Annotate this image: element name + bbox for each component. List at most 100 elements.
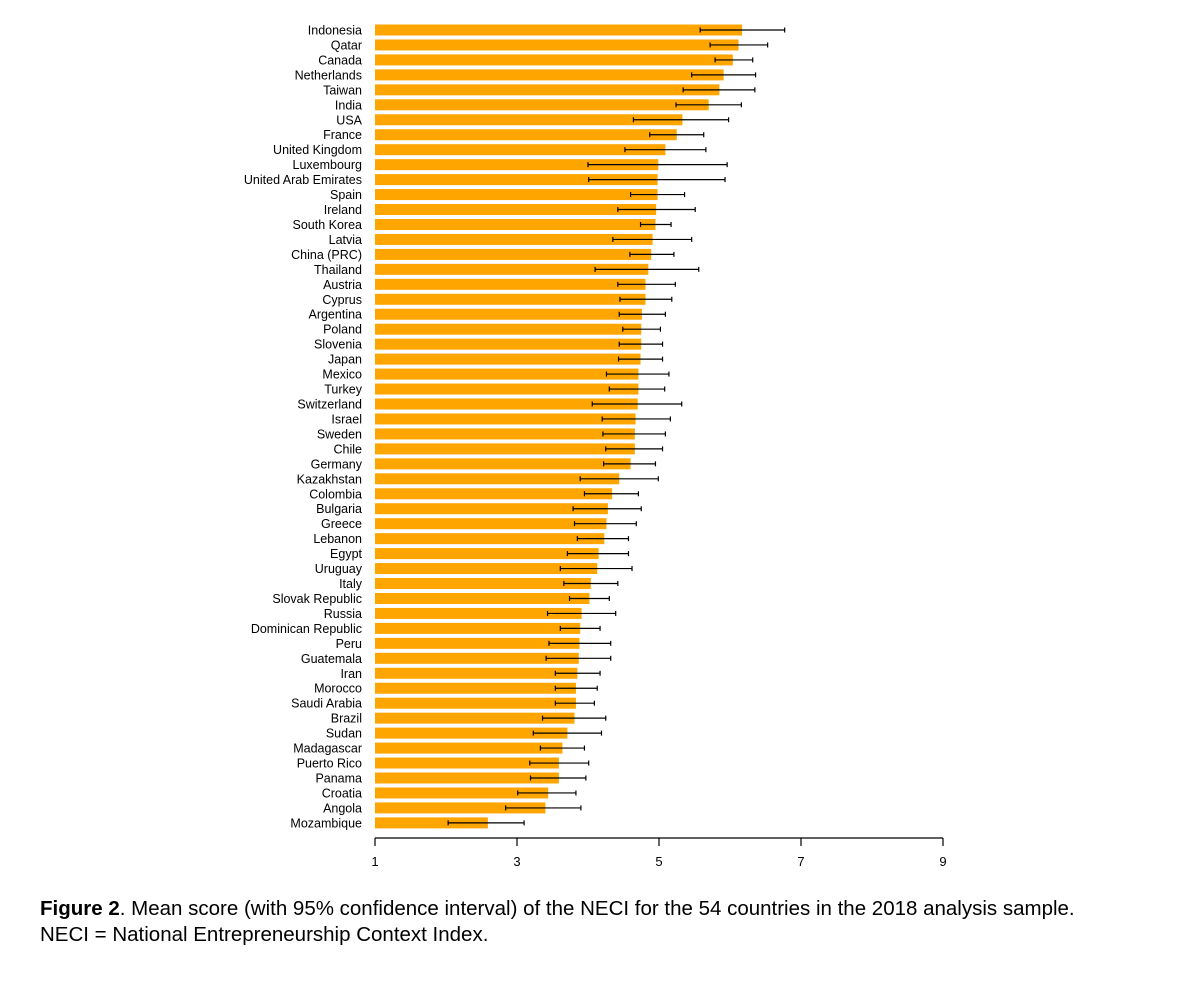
bar <box>375 592 590 604</box>
category-label: Austria <box>323 278 362 292</box>
bar <box>375 473 620 485</box>
bar <box>375 114 683 126</box>
bar <box>375 563 598 575</box>
category-label: Germany <box>311 457 363 471</box>
bar <box>375 189 658 201</box>
bar <box>375 817 488 829</box>
bar <box>375 607 582 619</box>
category-label: Panama <box>315 772 362 786</box>
bar <box>375 174 658 186</box>
bar <box>375 308 642 320</box>
x-tick-label: 3 <box>513 854 520 869</box>
category-label: Puerto Rico <box>297 757 362 771</box>
category-label: Argentina <box>308 308 362 322</box>
category-label: Sudan <box>326 727 362 741</box>
category-label: Greece <box>321 517 362 531</box>
bar <box>375 757 559 769</box>
category-label: Brazil <box>331 712 362 726</box>
category-label: Lebanon <box>313 532 362 546</box>
bar <box>375 667 578 679</box>
bar <box>375 548 599 560</box>
x-tick-label: 7 <box>797 854 804 869</box>
category-label: Netherlands <box>295 68 362 82</box>
category-label: Turkey <box>324 383 362 397</box>
category-label: Peru <box>336 637 362 651</box>
category-label: Spain <box>330 188 362 202</box>
bar <box>375 368 639 380</box>
category-label: Israel <box>331 412 362 426</box>
category-label: Latvia <box>329 233 362 247</box>
category-label: Taiwan <box>323 83 362 97</box>
bar <box>375 772 559 784</box>
category-label: Russia <box>324 607 362 621</box>
bar <box>375 263 649 275</box>
category-label: Kazakhstan <box>297 472 362 486</box>
bar <box>375 383 639 395</box>
bar <box>375 428 635 440</box>
caption-text: . Mean score (with 95% confidence interv… <box>119 897 1075 920</box>
category-label: Slovenia <box>314 338 362 352</box>
category-label: Japan <box>328 353 362 367</box>
category-label: Egypt <box>330 547 362 561</box>
bar <box>375 652 579 664</box>
bar <box>375 293 646 305</box>
category-label: Dominican Republic <box>251 622 362 636</box>
bar <box>375 278 646 290</box>
bar <box>375 443 635 455</box>
category-label: Luxembourg <box>293 158 363 172</box>
bar <box>375 413 636 425</box>
bar <box>375 503 608 515</box>
category-label: Cyprus <box>322 293 362 307</box>
category-label: Indonesia <box>308 24 362 38</box>
bar <box>375 84 720 96</box>
bar <box>375 398 638 410</box>
caption-note: NECI = National Entrepreneurship Context… <box>40 923 489 946</box>
category-label: Morocco <box>314 682 362 696</box>
bar <box>375 233 653 245</box>
bar <box>375 712 575 724</box>
category-label: Canada <box>318 53 362 67</box>
category-label: Saudi Arabia <box>291 697 362 711</box>
bar <box>375 787 549 799</box>
category-label: Switzerland <box>297 398 362 412</box>
category-label: USA <box>336 113 362 127</box>
category-label: Poland <box>323 323 362 337</box>
bar <box>375 697 576 709</box>
category-label: United Arab Emirates <box>244 173 362 187</box>
category-label: Mozambique <box>290 816 362 830</box>
bar <box>375 248 652 260</box>
bar <box>375 488 613 500</box>
bar <box>375 533 605 545</box>
category-label: Iran <box>340 667 362 681</box>
category-label: Sweden <box>317 427 362 441</box>
category-label: Uruguay <box>315 562 363 576</box>
bar <box>375 159 659 171</box>
category-label: Qatar <box>331 38 362 52</box>
bar <box>375 578 591 590</box>
bar <box>375 69 724 81</box>
bar <box>375 802 546 814</box>
bar <box>375 144 666 156</box>
bar <box>375 129 677 141</box>
x-tick-label: 9 <box>939 854 946 869</box>
category-label: Colombia <box>309 487 362 501</box>
bar <box>375 518 607 530</box>
bar <box>375 458 631 470</box>
bar <box>375 39 739 51</box>
x-tick-label: 5 <box>655 854 662 869</box>
category-label: Croatia <box>322 786 362 800</box>
figure-caption: Figure 2. Mean score (with 95% confidenc… <box>40 896 1150 948</box>
category-label: South Korea <box>293 218 363 232</box>
bar <box>375 338 642 350</box>
category-label: Mexico <box>322 368 362 382</box>
bar <box>375 682 576 694</box>
figure-label: Figure 2 <box>40 897 120 920</box>
category-label: Italy <box>339 577 363 591</box>
category-label: France <box>323 128 362 142</box>
bar <box>375 24 743 36</box>
category-label: Thailand <box>314 263 362 277</box>
bar <box>375 637 580 649</box>
bar <box>375 742 563 754</box>
bar <box>375 323 642 335</box>
bar <box>375 727 568 739</box>
